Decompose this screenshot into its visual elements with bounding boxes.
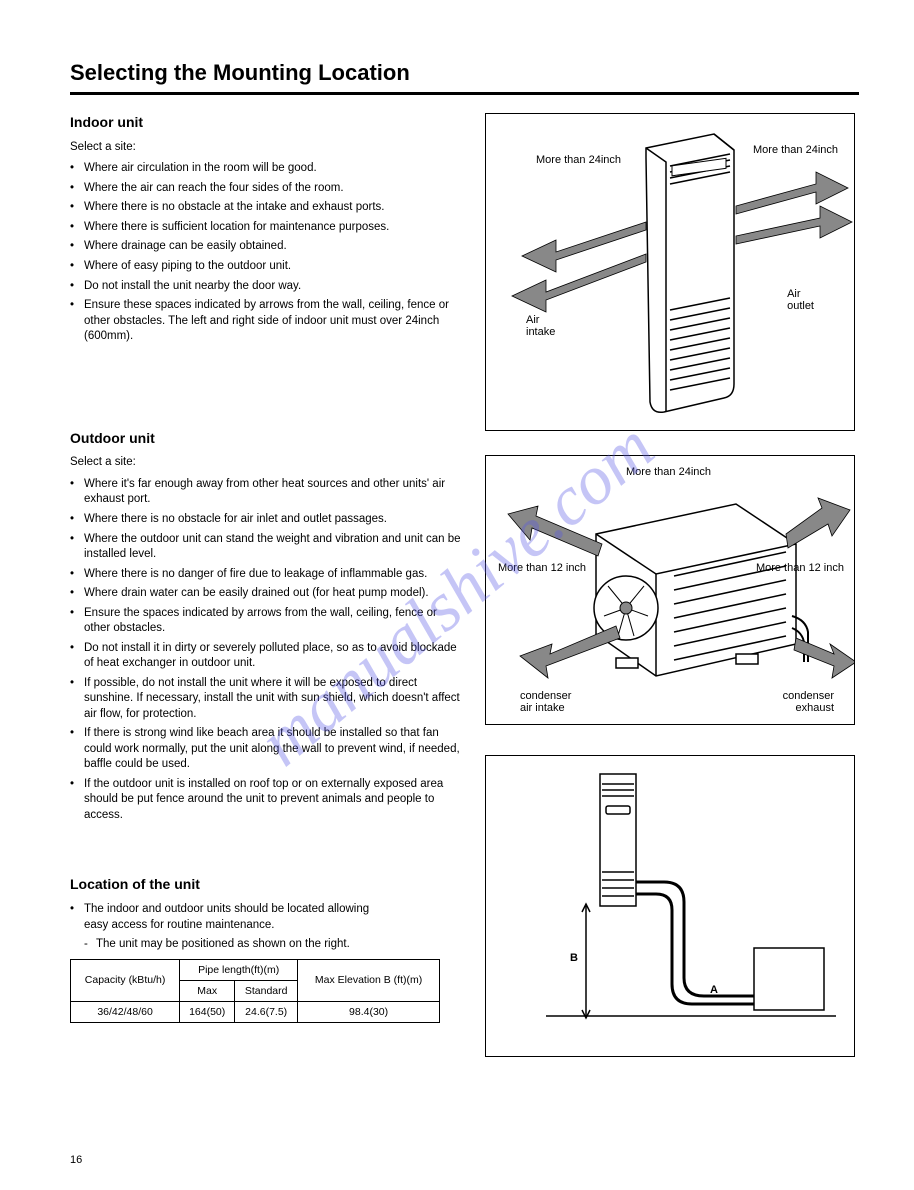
fig3-B: B [570,952,578,964]
indoor-b5: Where drainage can be easily obtained. [84,239,287,255]
fig1-airout: Air outlet [787,288,814,312]
fig2-right: More than 12 inch [756,562,844,574]
th-pipe: Pipe length(ft)(m) [180,959,298,980]
outdoor-b9: If there is strong wind like beach area … [84,726,465,773]
outdoor-b1: Where it's far enough away from other he… [84,477,465,508]
outdoor-b6: Ensure the spaces indicated by arrows fr… [84,606,465,637]
loc-b11-l2: easy access for routine maintenance. [84,919,275,931]
indoor-b7: Do not install the unit nearby the door … [84,279,301,295]
loc-heading: Location of the unit [70,875,465,894]
indoor-b4: Where there is sufficient location for m… [84,220,389,236]
fig2-exh: condenser exhaust [783,690,834,714]
fig1-more-left: More than 24inch [536,154,621,166]
fig2-top: More than 24inch [626,466,711,478]
indoor-b6: Where of easy piping to the outdoor unit… [84,259,291,275]
td-max: 164(50) [180,1002,235,1023]
indoor-intro: Select a site: [70,140,465,156]
outdoor-b7: Do not install it in dirty or severely p… [84,641,465,672]
fig1-airin: Air intake [526,314,555,338]
td-cap: 36/42/48/60 [71,1002,180,1023]
spec-table: Capacity (kBtu/h) Pipe length(ft)(m) Max… [70,959,440,1024]
title-rule [70,92,859,95]
fig3-A: A [710,984,718,996]
left-column: Indoor unit Select a site: •Where air ci… [70,113,465,1057]
page-number: 16 [70,1154,82,1166]
indoor-b2: Where the air can reach the four sides o… [84,181,344,197]
indoor-heading: Indoor unit [70,113,465,132]
th-std: Standard [235,980,298,1001]
right-column: More than 24inch More than 24inch Air in… [485,113,859,1057]
td-std: 24.6(7.5) [235,1002,298,1023]
outdoor-b2: Where there is no obstacle for air inlet… [84,512,387,528]
loc-b11-l1: The indoor and outdoor units should be l… [84,903,369,915]
outdoor-b3: Where the outdoor unit can stand the wei… [84,532,465,563]
td-elev: 98.4(30) [298,1002,440,1023]
indoor-b3: Where there is no obstacle at the intake… [84,200,384,216]
figure-piping: A B [485,755,855,1057]
outdoor-b4: Where there is no danger of fire due to … [84,567,427,583]
outdoor-intro: Select a site: [70,455,465,471]
loc-b12: The unit may be positioned as shown on t… [96,937,350,953]
outdoor-b5: Where drain water can be easily drained … [84,586,429,602]
indoor-b1: Where air circulation in the room will b… [84,161,317,177]
th-max: Max [180,980,235,1001]
fig2-left: More than 12 inch [498,562,586,574]
page-title: Selecting the Mounting Location [70,60,859,86]
outdoor-b10: If the outdoor unit is installed on roof… [84,777,465,824]
outdoor-b8: If possible, do not install the unit whe… [84,676,465,723]
figure-indoor: More than 24inch More than 24inch Air in… [485,113,855,431]
th-elev: Max Elevation B (ft)(m) [298,959,440,1001]
outdoor-heading: Outdoor unit [70,429,465,448]
figure-outdoor: More than 24inch More than 12 inch More … [485,455,855,725]
fig2-cond: condenser air intake [520,690,571,714]
th-cap: Capacity (kBtu/h) [71,959,180,1001]
indoor-b8: Ensure these spaces indicated by arrows … [84,298,465,345]
fig1-more-right: More than 24inch [753,144,838,156]
